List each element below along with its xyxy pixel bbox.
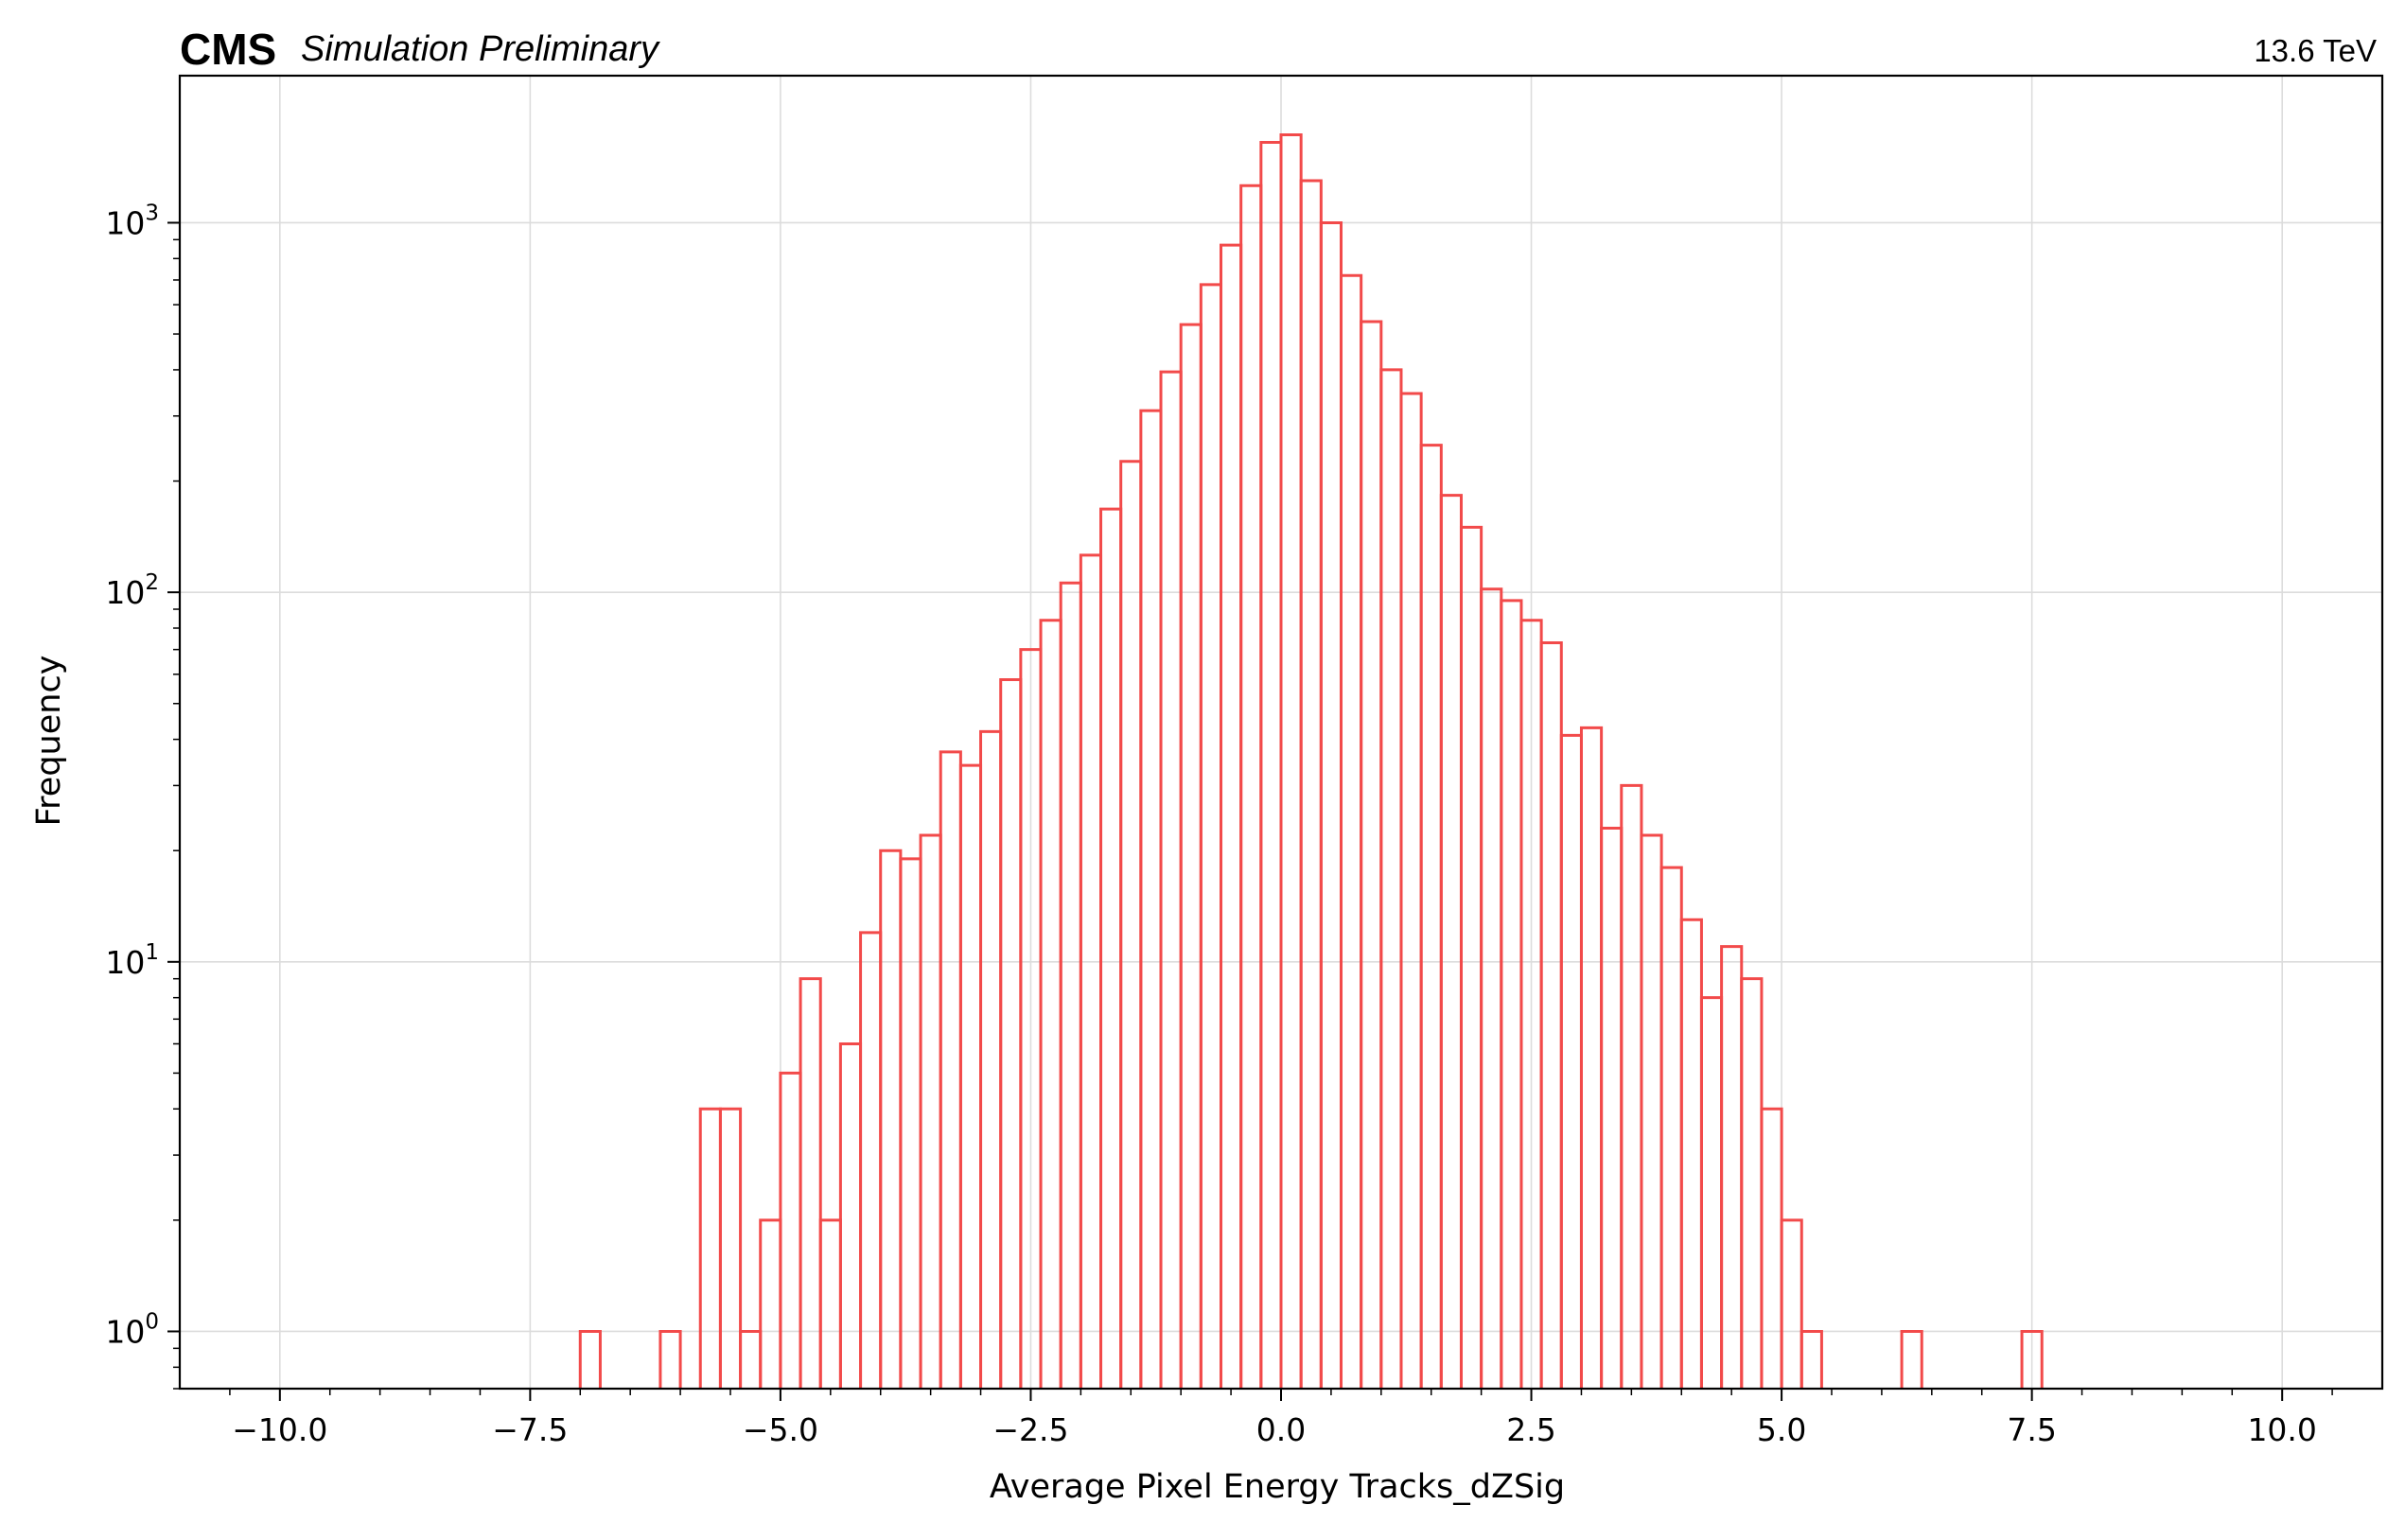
x-tick-label: 2.5 xyxy=(1506,1411,1555,1448)
y-tick-exponent: 2 xyxy=(145,570,159,595)
histogram-bin xyxy=(1780,1218,1803,1389)
energy-label: 13.6 TeV xyxy=(2254,33,2377,68)
y-tick-exponent: 3 xyxy=(145,201,159,225)
histogram-bin xyxy=(1900,1329,1923,1389)
x-tick-label: −2.5 xyxy=(992,1411,1068,1448)
y-tick-label: 102 xyxy=(105,570,159,611)
y-tick-base: 10 xyxy=(105,574,145,611)
histogram-bin xyxy=(799,977,822,1389)
x-axis-ticks: −10.0 −7.5 −5.0 −2.5 0.0 2.5 5.0 7.5 10.0 xyxy=(229,1389,2333,1448)
y-tick-base: 10 xyxy=(105,204,145,241)
histogram-bin xyxy=(2020,1329,2044,1389)
y-tick-base: 10 xyxy=(105,944,145,981)
y-tick-exponent: 0 xyxy=(145,1309,159,1334)
status-label: Simulation Preliminary xyxy=(301,29,660,69)
y-tick-base: 10 xyxy=(105,1313,145,1350)
histogram-bin xyxy=(658,1329,682,1389)
y-tick-label: 100 xyxy=(105,1309,159,1350)
histogram-series xyxy=(578,132,2044,1389)
y-axis-label: Frequency xyxy=(30,656,68,827)
x-tick-label: 0.0 xyxy=(1256,1411,1306,1448)
histogram-bin xyxy=(1799,1329,1823,1389)
x-tick-label: −5.0 xyxy=(743,1411,818,1448)
x-tick-label: −10.0 xyxy=(232,1411,327,1448)
x-tick-label: 10.0 xyxy=(2247,1411,2316,1448)
x-tick-label: 7.5 xyxy=(2007,1411,2056,1448)
x-axis-label: Average Pixel Energy Tracks_dZSig xyxy=(990,1468,1565,1506)
histogram-bin xyxy=(718,1107,743,1389)
histogram-bin xyxy=(578,1329,602,1389)
experiment-label: CMS xyxy=(180,25,276,74)
y-tick-label: 101 xyxy=(105,940,159,981)
x-tick-label: −7.5 xyxy=(492,1411,568,1448)
y-tick-label: 103 xyxy=(105,201,159,241)
x-tick-label: 5.0 xyxy=(1757,1411,1806,1448)
y-tick-exponent: 1 xyxy=(145,940,159,965)
